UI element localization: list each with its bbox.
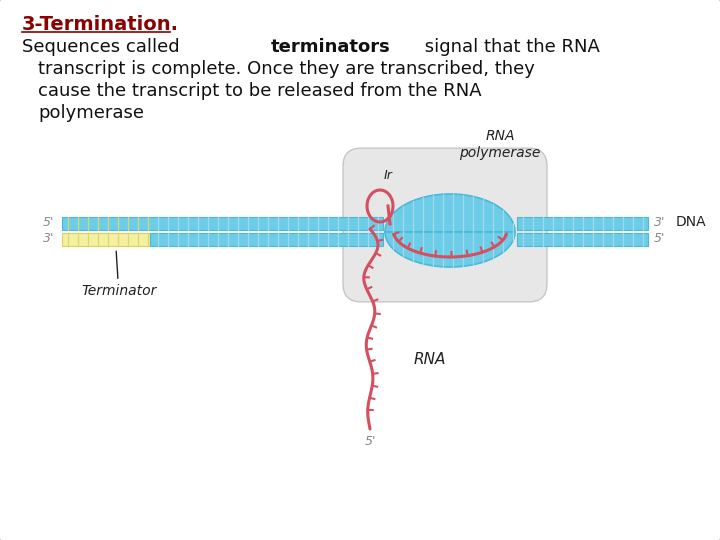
Text: RNA: RNA (414, 352, 446, 367)
Text: 5': 5' (364, 435, 376, 448)
Polygon shape (385, 232, 515, 267)
Text: Terminator: Terminator (81, 251, 156, 298)
Text: 3': 3' (470, 246, 482, 259)
Text: 3': 3' (654, 215, 665, 228)
Text: DNA: DNA (676, 215, 706, 229)
Text: polymerase: polymerase (38, 104, 144, 122)
Text: Sequences called: Sequences called (22, 38, 185, 56)
Text: 5': 5' (654, 232, 665, 245)
Text: Ir: Ir (384, 169, 392, 182)
Text: 3-Termination.: 3-Termination. (22, 15, 179, 34)
Bar (62, 233, 150, 246)
Text: 5': 5' (42, 215, 54, 228)
Text: RNA
polymerase: RNA polymerase (459, 129, 541, 160)
Text: transcript is complete. Once they are transcribed, they: transcript is complete. Once they are tr… (38, 60, 535, 78)
Bar (517, 233, 648, 246)
Polygon shape (385, 194, 515, 232)
Text: terminators: terminators (271, 38, 390, 56)
FancyBboxPatch shape (343, 148, 547, 302)
Text: signal that the RNA: signal that the RNA (419, 38, 600, 56)
Bar (150, 233, 383, 246)
Text: cause the transcript to be released from the RNA: cause the transcript to be released from… (38, 82, 482, 100)
Text: 3': 3' (42, 232, 54, 245)
Bar (517, 217, 648, 230)
Bar (62, 217, 383, 230)
